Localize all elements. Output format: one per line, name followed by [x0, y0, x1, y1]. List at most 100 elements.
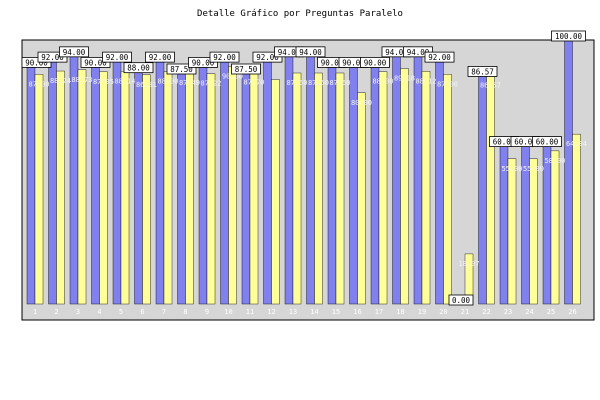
data-label-yellow-q22: 86.57: [480, 81, 501, 89]
bar-blue-q11: [241, 72, 251, 305]
data-label-yellow-q26: 64.34: [566, 140, 587, 148]
data-label-yellow-q18: 89.18: [394, 75, 415, 83]
bar-yellow-q20: [443, 74, 452, 305]
x-tick-label-18: 18: [396, 308, 404, 316]
data-label-blue-q23: 60.00: [493, 138, 516, 147]
bar-blue-q13: [284, 55, 294, 305]
x-tick-label-2: 2: [54, 308, 58, 316]
data-label-blue-q25: 60.00: [536, 138, 559, 147]
bar-blue-q12: [263, 60, 272, 305]
bar-blue-q5: [112, 60, 122, 305]
data-label-blue-q19: 94.00: [407, 48, 430, 57]
data-label-yellow-q17: 88.00: [372, 78, 393, 86]
bar-yellow-q3: [77, 69, 87, 305]
bar-yellow-q12: [271, 79, 280, 305]
bar-yellow-q13: [292, 72, 302, 305]
data-label-box-blue-q3: [59, 46, 89, 58]
data-label-box-blue-q17: [360, 57, 390, 68]
x-tick-label-23: 23: [504, 308, 512, 316]
data-label-blue-q13: 94.00: [278, 48, 301, 57]
bar-yellow-q17: [378, 71, 388, 305]
data-label-blue-q5: 92.00: [106, 53, 129, 62]
data-label-blue-q14: 94.00: [299, 48, 322, 57]
data-label-box-blue-q7: [145, 51, 175, 63]
data-label-yellow-q1: 87.00: [28, 80, 49, 88]
data-label-blue-q6: 88.00: [127, 64, 150, 73]
x-tick-label-11: 11: [246, 308, 254, 316]
x-tick-label-9: 9: [205, 308, 209, 316]
x-tick-label-26: 26: [568, 308, 576, 316]
data-label-blue-q24: 60.00: [514, 138, 537, 147]
bar-yellow-q8: [185, 72, 194, 305]
bar-yellow-q24: [529, 158, 538, 305]
bar-yellow-q2: [56, 70, 65, 305]
data-labels-layer: 90.00 87.00 92.00 88.24 94.00 88.73 90.00 87.95…: [21, 30, 587, 306]
bar-blue-q1: [26, 66, 36, 305]
x-tick-label-8: 8: [183, 308, 187, 316]
y-tick-label-25: 25: [8, 235, 16, 243]
data-label-box-blue-q22: [467, 66, 498, 77]
data-label-yellow-q9: 87.22: [200, 80, 221, 88]
data-label-yellow-q7: 88.00: [157, 78, 178, 86]
data-label-blue-q8: 87.50: [170, 65, 193, 74]
bar-blue-q22: [478, 75, 487, 305]
data-label-yellow-q8: 87.49: [179, 79, 200, 87]
data-label-box-blue-q14: [295, 46, 326, 58]
data-label-yellow-q23: 55.00: [501, 165, 522, 173]
data-label-box-blue-q5: [102, 51, 132, 63]
data-label-yellow-q24: 55.00: [523, 165, 544, 173]
data-label-blue-q16: 90.00: [342, 58, 365, 67]
x-tick-label-17: 17: [375, 308, 383, 316]
bar-blue-q19: [413, 55, 423, 305]
x-tick-label-5: 5: [119, 308, 123, 316]
x-tick-label-24: 24: [525, 308, 533, 316]
bar-blue-q8: [177, 72, 186, 305]
data-label-blue-q10: 92.00: [213, 53, 236, 62]
data-label-box-blue-q20: [424, 51, 455, 63]
x-tick-label-6: 6: [140, 308, 144, 316]
y-axis: 25 50 75 100: [8, 37, 21, 243]
bar-yellow-q5: [120, 71, 130, 305]
y-tick-label-50: 50: [8, 169, 16, 177]
bar-yellow-q25: [550, 150, 560, 305]
x-tick-label-1: 1: [33, 308, 37, 316]
bar-yellow-q23: [507, 158, 517, 305]
data-label-box-blue-q10: [209, 51, 240, 63]
bar-blue-q15: [327, 66, 337, 305]
x-tick-label-7: 7: [162, 308, 166, 316]
data-label-blue-q9: 90.00: [192, 58, 215, 67]
data-label-blue-q15: 90.00: [321, 58, 344, 67]
data-label-blue-q26: 100.00: [555, 32, 583, 41]
data-label-box-blue-q25: [532, 136, 562, 148]
data-label-yellow-q16: 80.00: [351, 99, 372, 107]
data-label-blue-q20: 92.00: [428, 53, 451, 62]
data-label-box-blue-q21: [448, 294, 474, 306]
data-label-blue-q1: 90.00: [25, 58, 48, 67]
bar-blue-q20: [435, 60, 444, 305]
bar-yellow-q7: [163, 71, 173, 305]
bar-blue-q18: [392, 55, 401, 305]
bar-yellow-q22: [486, 75, 495, 305]
x-tick-label-14: 14: [310, 308, 318, 316]
bar-yellow-q11: [249, 72, 259, 305]
bar-yellow-q16: [357, 92, 366, 305]
data-label-box-blue-q8: [166, 63, 197, 75]
data-label-box-blue-q11: [231, 63, 261, 75]
bar-yellow-q26: [572, 133, 581, 305]
x-tick-label-16: 16: [353, 308, 361, 316]
bar-yellow-q10: [228, 66, 237, 305]
data-label-blue-q12: 92.00: [256, 53, 279, 62]
data-label-yellow-q3: 88.73: [71, 76, 92, 84]
data-label-yellow-q13: 87.50: [286, 79, 307, 87]
x-tick-label-4: 4: [97, 308, 101, 316]
bar-blue-q2: [48, 60, 57, 305]
x-tick-label-3: 3: [76, 308, 80, 316]
x-axis: 1 2 3 4 5 6 7 8 9 10 11 12 13 14 15 16 17 18 19 20 21 22 23 24 2…: [33, 308, 577, 316]
x-tick-label-15: 15: [332, 308, 340, 316]
data-label-blue-q4: 90.00: [84, 58, 107, 67]
bar-yellow-q4: [99, 71, 108, 305]
data-label-box-blue-q6: [123, 62, 154, 74]
data-label-yellow-q6: 86.81: [136, 81, 157, 89]
data-label-blue-q22: 86.57: [471, 67, 494, 76]
bar-blue-q10: [220, 60, 229, 305]
